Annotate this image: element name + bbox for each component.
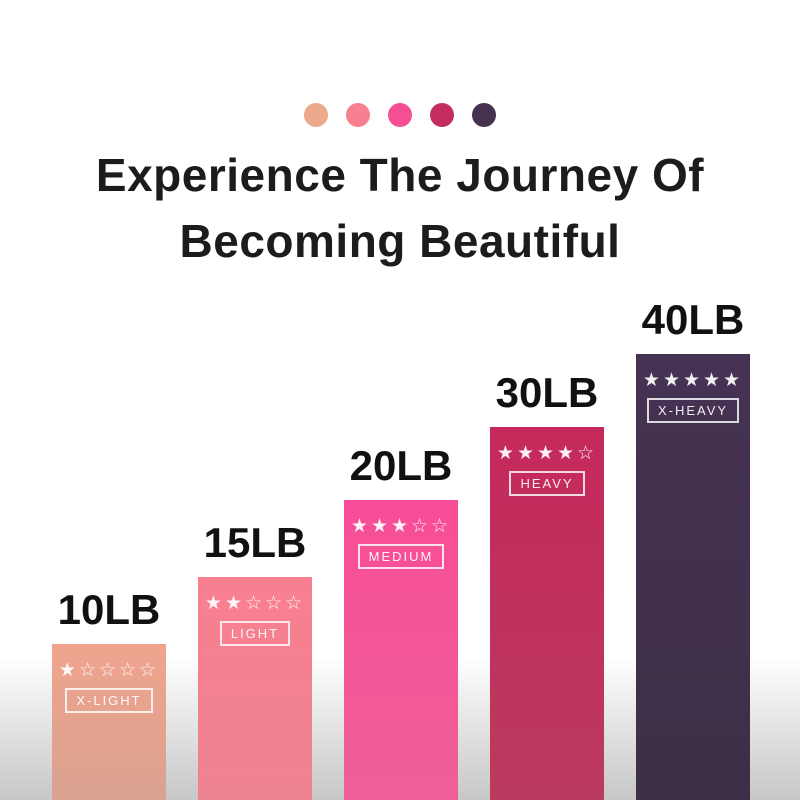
star-rating-4-of-5: ★★★★☆ <box>496 443 598 464</box>
bar-10lb: ★☆☆☆☆ X-LIGHT <box>52 644 166 800</box>
resistance-badge-medium: MEDIUM <box>357 544 445 569</box>
resistance-badge-x-heavy: X-HEAVY <box>646 398 740 423</box>
resistance-badge-heavy: HEAVY <box>509 471 585 496</box>
title-line-1: Experience The Journey Of <box>95 149 705 201</box>
star-rating-2-of-5: ★★☆☆☆ <box>204 593 306 614</box>
bar-30lb: ★★★★☆ HEAVY <box>490 427 604 800</box>
star-rating-1-of-5: ★☆☆☆☆ <box>58 660 160 681</box>
resistance-badge-light: LIGHT <box>219 621 291 646</box>
weight-label-15lb: 15LB <box>203 519 307 566</box>
bar-40lb: ★★★★★ X-HEAVY <box>636 354 750 800</box>
palette-dot-heavy <box>430 103 454 127</box>
title-line-2: Becoming Beautiful <box>179 215 621 267</box>
weight-label-10lb: 10LB <box>57 586 161 633</box>
page-title: Experience The Journey Of Becoming Beaut… <box>0 142 800 274</box>
resistance-badge-x-light: X-LIGHT <box>65 688 153 713</box>
palette-dot-medium <box>388 103 412 127</box>
color-palette-dots <box>0 103 800 127</box>
palette-dot-x-light <box>304 103 328 127</box>
bar-20lb: ★★★☆☆ MEDIUM <box>344 500 458 800</box>
star-rating-5-of-5: ★★★★★ <box>642 370 744 391</box>
star-rating-3-of-5: ★★★☆☆ <box>350 516 452 537</box>
bar-15lb: ★★☆☆☆ LIGHT <box>198 577 312 800</box>
palette-dot-x-heavy <box>472 103 496 127</box>
palette-dot-light <box>346 103 370 127</box>
weight-label-40lb: 40LB <box>641 296 745 343</box>
weight-label-20lb: 20LB <box>349 442 453 489</box>
weight-label-30lb: 30LB <box>495 369 599 416</box>
